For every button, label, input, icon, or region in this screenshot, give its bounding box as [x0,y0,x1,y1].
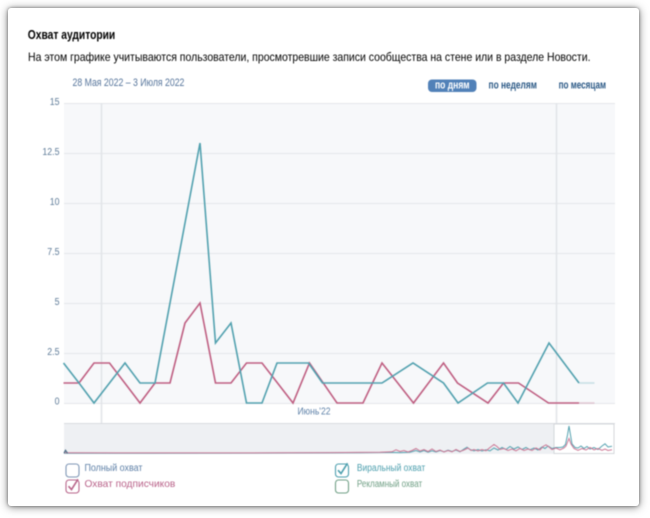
svg-text:по неделям: по неделям [489,79,537,91]
svg-text:Рекламный охват: Рекламный охват [357,478,422,489]
svg-text:Виральный охват: Виральный охват [357,462,425,473]
svg-text:На этом графике учитываются по: На этом графике учитываются пользователи… [28,52,591,65]
svg-text:7.5: 7.5 [47,245,59,257]
svg-text:Полный охват: Полный охват [85,463,144,473]
svg-text:28 Мая 2022 – 3 Июля 2022: 28 Мая 2022 – 3 Июля 2022 [73,77,185,89]
svg-text:Охват подписчиков: Охват подписчиков [85,479,176,490]
svg-text:2.5: 2.5 [47,345,59,357]
svg-text:по дням: по дням [435,80,470,92]
svg-text:5: 5 [55,295,60,307]
svg-text:Охват аудитории: Охват аудитории [28,27,115,43]
svg-text:Июнь'22: Июнь'22 [298,406,331,417]
svg-text:10: 10 [50,195,60,207]
svg-text:по месяцам: по месяцам [559,79,606,91]
svg-text:15: 15 [50,95,60,107]
svg-text:0: 0 [55,395,60,407]
svg-text:12.5: 12.5 [42,145,59,157]
